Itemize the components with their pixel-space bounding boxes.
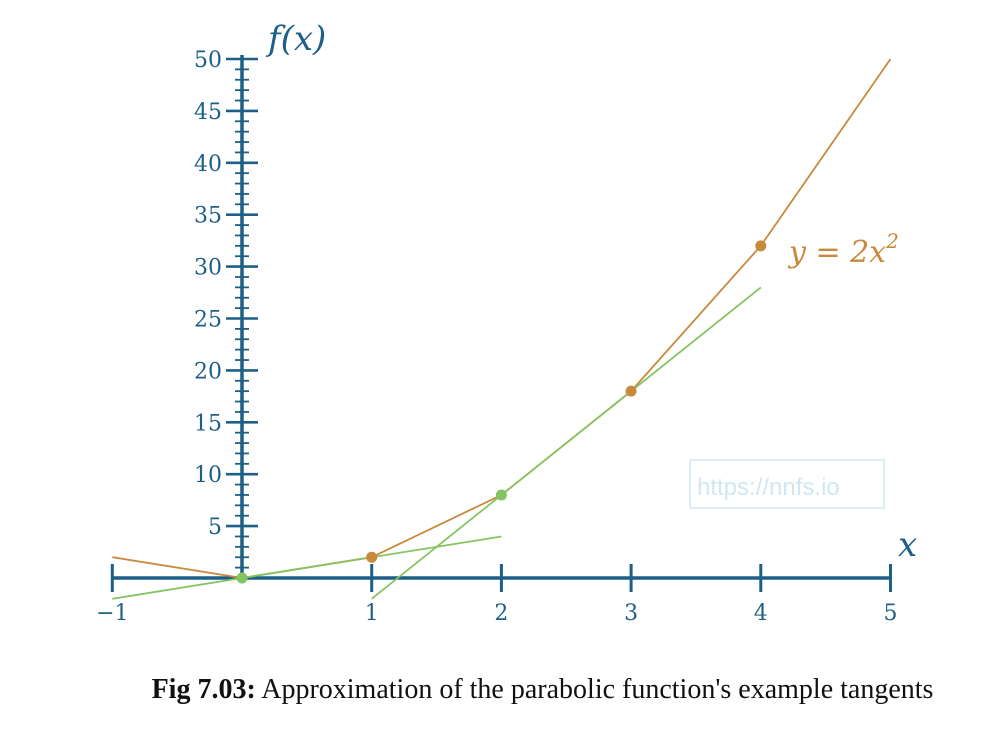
tangent-line bbox=[112, 535, 502, 600]
watermark-text: https://nnfs.io bbox=[697, 474, 840, 501]
y-tick-label: 45 bbox=[194, 100, 222, 125]
data-point bbox=[366, 551, 378, 563]
caption-text: Approximation of the parabolic function'… bbox=[255, 674, 934, 705]
y-axis-title: f(x) bbox=[265, 19, 326, 59]
data-point bbox=[236, 572, 248, 584]
data-point bbox=[495, 489, 507, 501]
x-tick-label: 5 bbox=[884, 601, 898, 626]
y-tick-label: 40 bbox=[194, 152, 222, 177]
x-tick-label: 2 bbox=[494, 601, 508, 626]
y-tick-label: 20 bbox=[194, 359, 222, 384]
y-tick-label: 50 bbox=[194, 48, 222, 73]
y-tick-label: 25 bbox=[194, 308, 222, 333]
data-point bbox=[755, 240, 767, 252]
y-tick-label: 15 bbox=[194, 411, 222, 436]
y-tick-label: 10 bbox=[194, 463, 222, 488]
x-axis-title: x bbox=[898, 525, 917, 565]
data-point bbox=[625, 385, 637, 397]
x-tick-label: 1 bbox=[365, 601, 379, 626]
y-tick-label: 5 bbox=[208, 515, 222, 540]
y-tick-label: 35 bbox=[194, 204, 222, 229]
tangent-line bbox=[371, 286, 762, 600]
figure-caption: Fig 7.03: Approximation of the parabolic… bbox=[0, 674, 1005, 706]
curve-label-prefix: y = 2x bbox=[787, 235, 886, 270]
curve-label: y = 2x2 bbox=[787, 229, 899, 270]
caption-label: Fig 7.03: bbox=[151, 674, 256, 705]
x-tick-label: −1 bbox=[96, 601, 128, 626]
points-layer bbox=[236, 240, 767, 584]
y-tick-label: 30 bbox=[194, 256, 222, 281]
x-tick-label: 4 bbox=[754, 601, 768, 626]
watermark: https://nnfs.io bbox=[689, 459, 885, 509]
x-tick-label: 3 bbox=[624, 601, 638, 626]
series-layer bbox=[112, 58, 892, 600]
chart: https://nnfs.io −1 1 2 3 4 551015202530354045… bbox=[96, 19, 917, 626]
curve-label-exponent: 2 bbox=[885, 229, 899, 253]
